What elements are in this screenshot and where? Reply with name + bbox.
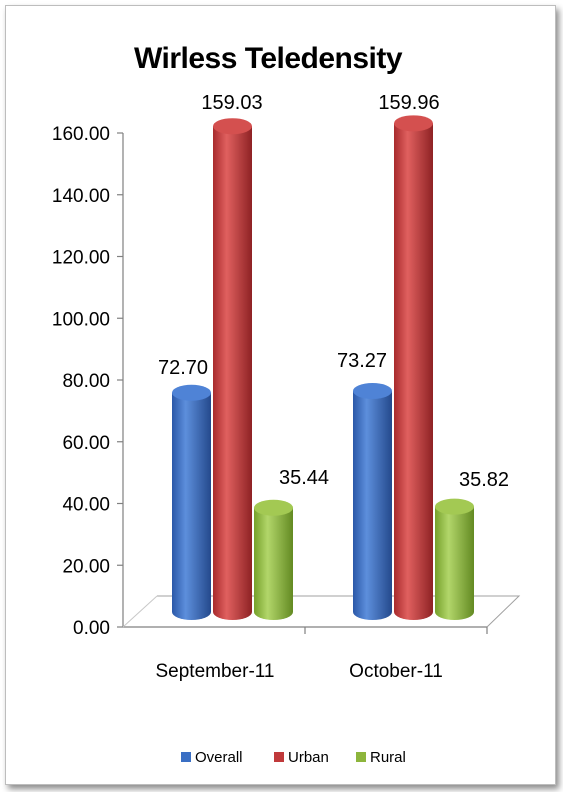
data-label: 73.27 bbox=[337, 350, 387, 372]
bar-rural bbox=[254, 499, 293, 620]
bar-overall bbox=[172, 384, 211, 620]
data-label: 72.70 bbox=[158, 357, 208, 379]
bar-top bbox=[254, 499, 293, 516]
category-label: September-11 bbox=[156, 661, 275, 682]
y-tick-label: 140.00 bbox=[52, 186, 110, 207]
bar-urban bbox=[213, 118, 252, 620]
floor-left-edge bbox=[122, 595, 158, 628]
data-label: 159.96 bbox=[378, 92, 439, 114]
bar-top bbox=[353, 382, 392, 399]
y-tick-label: 120.00 bbox=[52, 248, 110, 269]
bar-rural bbox=[435, 498, 474, 620]
bar-top bbox=[394, 115, 433, 132]
chart-title: Wirless Teledensity bbox=[134, 42, 403, 75]
y-tick-label: 20.00 bbox=[62, 556, 110, 577]
bars bbox=[172, 115, 474, 621]
bar-body bbox=[172, 392, 211, 620]
legend-item-rural: Rural bbox=[356, 749, 406, 766]
y-tick-label: 0.00 bbox=[73, 618, 110, 639]
legend-item-urban: Urban bbox=[274, 749, 329, 766]
bar-body bbox=[213, 126, 252, 620]
y-tick-label: 100.00 bbox=[52, 309, 110, 330]
legend-swatch bbox=[181, 752, 191, 762]
legend: Overall Urban Rural bbox=[181, 749, 406, 766]
legend-item-overall: Overall bbox=[181, 749, 243, 766]
y-tick-label: 60.00 bbox=[62, 433, 110, 454]
y-tick-label: 160.00 bbox=[52, 124, 110, 145]
data-label: 159.03 bbox=[201, 92, 262, 114]
data-labels: 72.70 159.03 35.44 73.27 159.96 35.82 bbox=[158, 92, 509, 491]
bar-overall bbox=[353, 382, 392, 620]
bar-top bbox=[435, 498, 474, 515]
data-label: 35.44 bbox=[279, 467, 329, 489]
bar-body bbox=[435, 506, 474, 620]
y-tick-labels: 0.00 20.00 40.00 60.00 80.00 100.00 120.00 140.… bbox=[52, 124, 123, 639]
bar-urban bbox=[394, 115, 433, 621]
bar-body bbox=[394, 123, 433, 621]
chart-frame bbox=[5, 5, 556, 785]
legend-swatch bbox=[274, 752, 284, 762]
legend-label: Overall bbox=[195, 749, 243, 766]
bar-top bbox=[213, 118, 252, 135]
bar-top bbox=[172, 384, 211, 401]
legend-swatch bbox=[356, 752, 366, 762]
legend-label: Rural bbox=[370, 749, 406, 766]
category-labels: September-11 October-11 bbox=[156, 661, 443, 682]
bar-body bbox=[353, 390, 392, 620]
y-tick-label: 40.00 bbox=[62, 495, 110, 516]
data-label: 35.82 bbox=[459, 469, 509, 491]
y-tick-label: 80.00 bbox=[62, 371, 110, 392]
category-label: October-11 bbox=[349, 661, 443, 682]
bar-body bbox=[254, 507, 293, 620]
legend-label: Urban bbox=[288, 749, 329, 766]
